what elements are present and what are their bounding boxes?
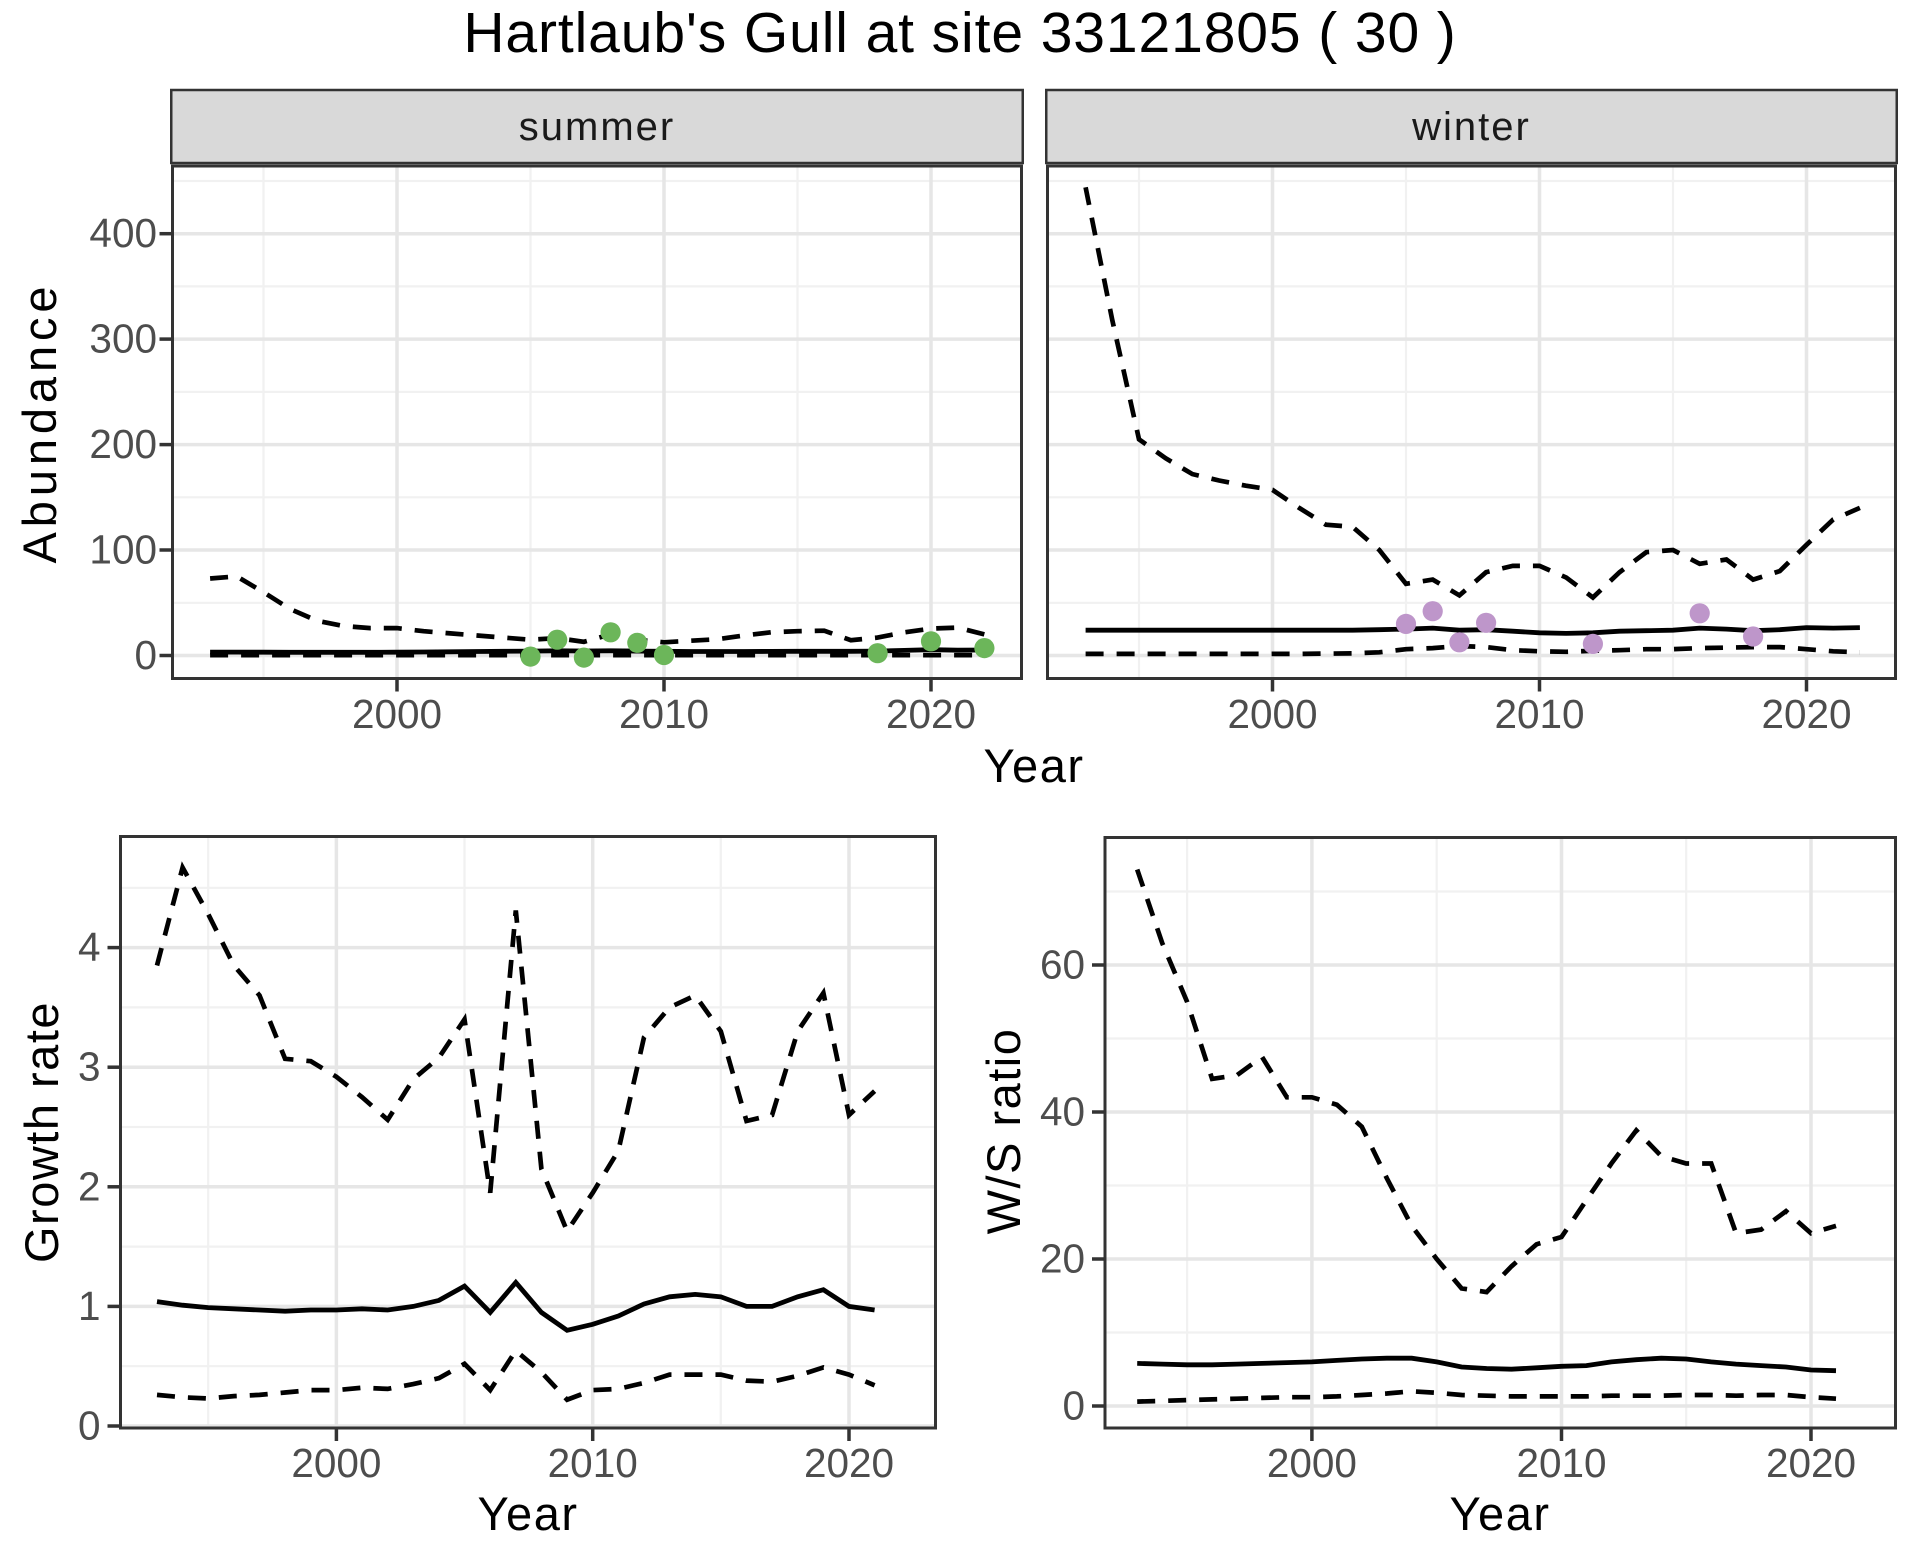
svg-text:20: 20 [1040, 1236, 1085, 1282]
svg-text:W/S ratio: W/S ratio [977, 1028, 1030, 1235]
svg-text:2010: 2010 [619, 691, 709, 737]
svg-text:2010: 2010 [1516, 1440, 1606, 1486]
svg-text:0: 0 [78, 1403, 101, 1449]
svg-text:2020: 2020 [1766, 1440, 1856, 1486]
svg-text:100: 100 [89, 527, 157, 573]
svg-text:summer: summer [519, 105, 675, 149]
svg-text:40: 40 [1040, 1089, 1085, 1135]
svg-text:2: 2 [78, 1163, 101, 1209]
svg-text:400: 400 [89, 210, 157, 256]
svg-text:2020: 2020 [804, 1440, 894, 1486]
svg-text:2000: 2000 [1267, 1440, 1357, 1486]
svg-text:4: 4 [78, 924, 101, 970]
svg-text:Year: Year [984, 739, 1085, 792]
svg-text:2000: 2000 [291, 1440, 381, 1486]
svg-text:Growth rate: Growth rate [15, 1001, 68, 1263]
svg-text:winter: winter [1411, 105, 1531, 149]
svg-text:2020: 2020 [886, 691, 976, 737]
svg-text:60: 60 [1040, 942, 1085, 988]
svg-text:3: 3 [78, 1044, 101, 1090]
svg-text:2000: 2000 [352, 691, 442, 737]
svg-text:300: 300 [89, 316, 157, 362]
svg-text:2010: 2010 [1494, 691, 1584, 737]
svg-text:2000: 2000 [1227, 691, 1317, 737]
svg-text:200: 200 [89, 421, 157, 467]
svg-text:2020: 2020 [1761, 691, 1851, 737]
svg-text:2010: 2010 [548, 1440, 638, 1486]
svg-text:Hartlaub's Gull at site 331218: Hartlaub's Gull at site 33121805 ( 30 ) [463, 1, 1456, 65]
svg-text:Abundance: Abundance [13, 282, 66, 564]
svg-text:Year: Year [478, 1487, 579, 1540]
svg-text:0: 0 [134, 632, 157, 678]
svg-text:1: 1 [78, 1283, 101, 1329]
svg-text:Year: Year [1450, 1487, 1551, 1540]
svg-text:0: 0 [1062, 1383, 1085, 1429]
